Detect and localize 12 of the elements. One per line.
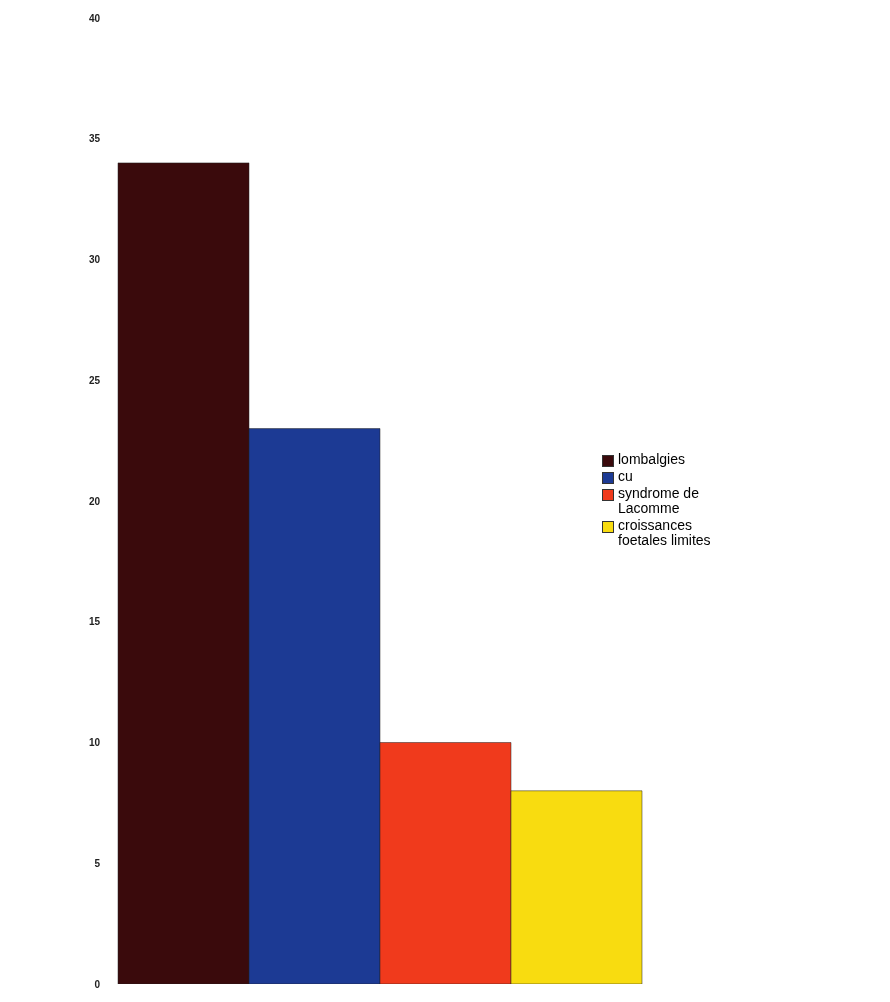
y-tick-label: 10 bbox=[88, 737, 101, 749]
legend-label: croissances foetales limites bbox=[618, 517, 712, 548]
legend-label: lombalgies bbox=[618, 451, 685, 467]
legend-label: cu bbox=[618, 468, 633, 484]
y-tick-label: 20 bbox=[88, 495, 101, 507]
y-tick-label: 35 bbox=[88, 133, 101, 145]
y-tick-label: 15 bbox=[88, 616, 101, 628]
y-tick-label: 40 bbox=[88, 12, 101, 24]
y-tick-label: 0 bbox=[94, 978, 101, 990]
y-tick-label: 25 bbox=[88, 374, 101, 386]
y-tick-label: 5 bbox=[94, 857, 101, 869]
y-tick-label: 30 bbox=[88, 254, 101, 266]
